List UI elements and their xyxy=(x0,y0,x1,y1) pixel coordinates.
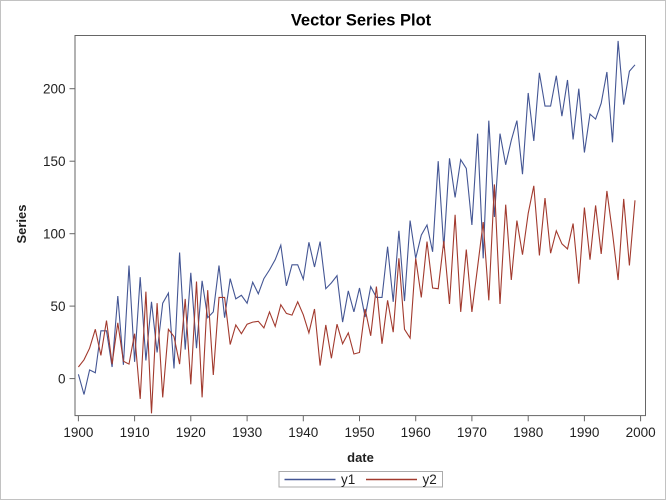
svg-text:1900: 1900 xyxy=(63,425,93,440)
svg-text:date: date xyxy=(347,450,374,465)
svg-text:1920: 1920 xyxy=(176,425,206,440)
svg-text:1910: 1910 xyxy=(120,425,150,440)
svg-text:50: 50 xyxy=(50,299,65,314)
svg-text:1980: 1980 xyxy=(513,425,543,440)
svg-text:200: 200 xyxy=(43,81,66,96)
svg-text:Vector Series Plot: Vector Series Plot xyxy=(291,12,432,30)
svg-text:Series: Series xyxy=(14,204,29,243)
svg-text:0: 0 xyxy=(58,371,66,386)
svg-text:2000: 2000 xyxy=(626,425,656,440)
svg-text:1970: 1970 xyxy=(457,425,487,440)
svg-text:1950: 1950 xyxy=(344,425,374,440)
svg-text:1990: 1990 xyxy=(569,425,599,440)
svg-text:y2: y2 xyxy=(423,472,437,487)
svg-text:1940: 1940 xyxy=(288,425,318,440)
svg-text:1960: 1960 xyxy=(401,425,431,440)
svg-text:1930: 1930 xyxy=(232,425,262,440)
svg-text:100: 100 xyxy=(43,226,66,241)
svg-text:150: 150 xyxy=(43,154,66,169)
svg-text:y1: y1 xyxy=(341,472,355,487)
